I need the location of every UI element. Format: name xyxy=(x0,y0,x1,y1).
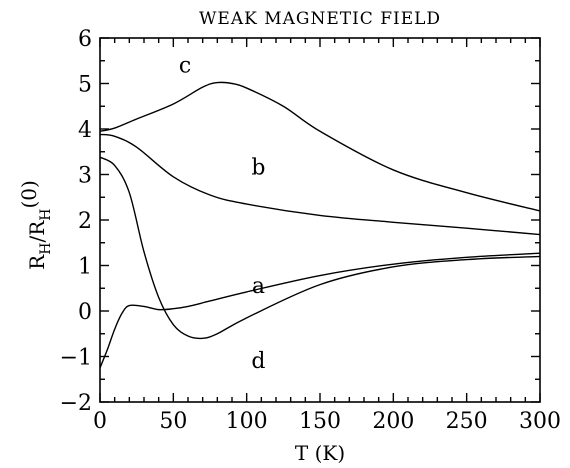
x-tick-label: 300 xyxy=(519,409,561,434)
y-tick-label: −1 xyxy=(60,346,92,371)
y-tick-label: 5 xyxy=(78,73,92,98)
axis-ticks xyxy=(99,37,541,403)
y-tick-label: 3 xyxy=(78,164,92,189)
y-tick-label: 6 xyxy=(78,27,92,52)
curve-b xyxy=(99,133,541,236)
curve-label-b: b xyxy=(251,156,265,181)
y-tick-label: 2 xyxy=(78,209,92,234)
x-tick-label: 200 xyxy=(372,409,414,434)
curve-d xyxy=(99,156,541,340)
y-tick-label: 0 xyxy=(78,300,92,325)
x-tick-label: 100 xyxy=(226,409,268,434)
tick-labels: 0 50 100 150 200 250 300 −2 −1 0 1 2 3 4 5 6 xyxy=(60,27,561,434)
x-axis-label: T (K) xyxy=(295,441,345,465)
y-tick-label: 4 xyxy=(78,118,92,143)
y-axis-label: RH/RH(0) xyxy=(17,180,54,270)
curves xyxy=(99,81,541,369)
curve-label-d: d xyxy=(251,349,265,374)
x-tick-label: 250 xyxy=(446,409,488,434)
x-tick-label: 0 xyxy=(93,409,107,434)
chart-title: WEAK MAGNETIC FIELD xyxy=(199,9,441,29)
y-tick-label: 1 xyxy=(78,255,92,280)
curve-label-c: c xyxy=(179,53,191,78)
curve-c xyxy=(99,81,541,212)
x-tick-label: 150 xyxy=(299,409,341,434)
plot-frame xyxy=(99,37,541,403)
y-tick-label: −2 xyxy=(60,391,92,416)
curve-labels: a b c d xyxy=(179,53,266,374)
curve-label-a: a xyxy=(252,274,265,299)
curve-a xyxy=(99,252,541,369)
x-tick-label: 50 xyxy=(159,409,187,434)
